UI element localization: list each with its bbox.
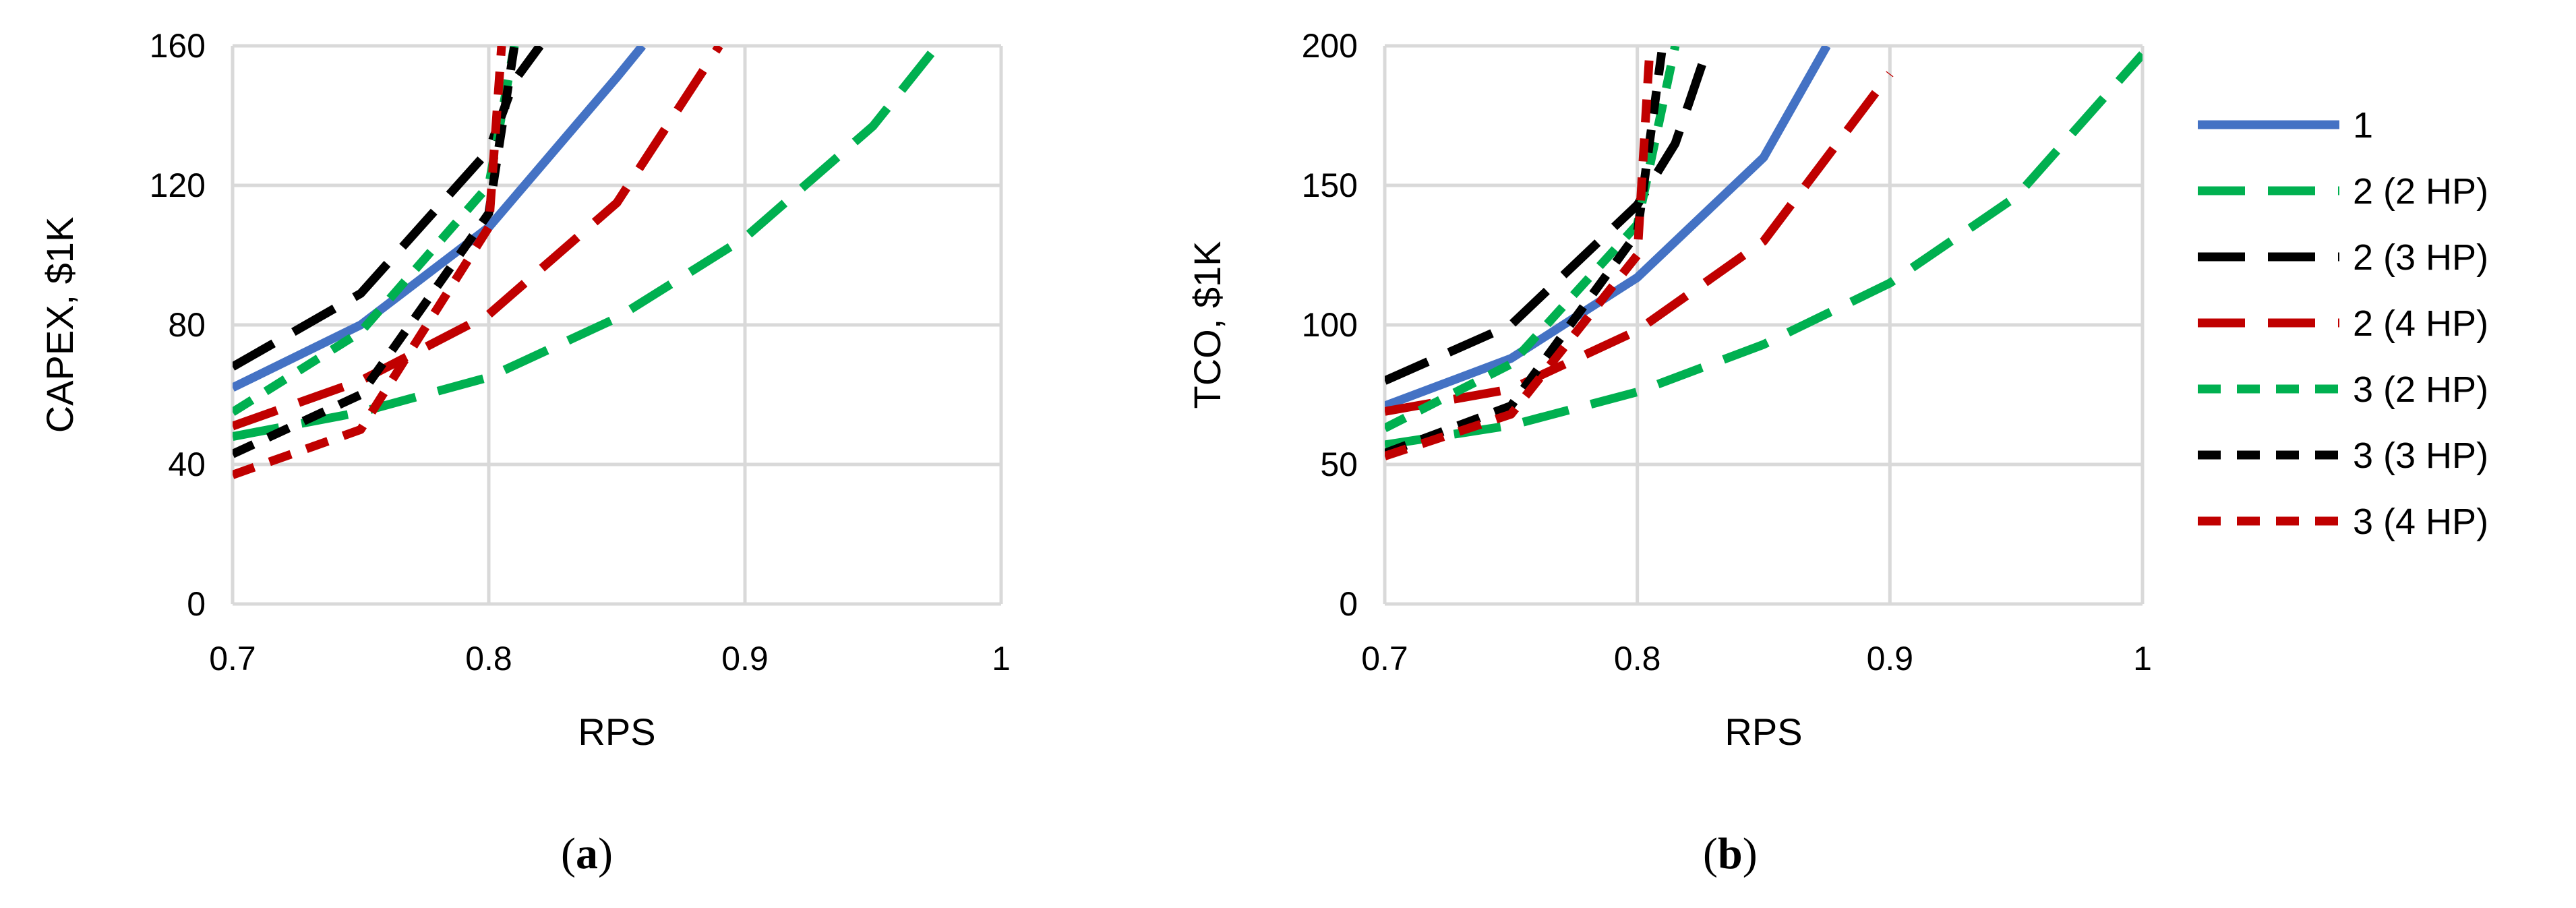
y-axis-title-a: CAPEX, $1K [38,217,81,433]
y-tick-label: 50 [1320,446,1358,483]
y-tick-label: 80 [168,306,206,344]
y-ticks-b: 0 50 100 150 200 [1302,27,1358,623]
grid-a [231,44,1003,606]
series-line [1385,71,1894,416]
panel-label-a: (a) [561,829,613,878]
x-tick-label: 0.8 [465,640,512,677]
y-tick-label: 100 [1302,306,1358,344]
x-ticks-b: 0.7 0.8 0.9 1 [1361,640,2152,677]
series-group-a [233,46,941,479]
panel-label-b: (b) [1703,829,1758,878]
legend-item: 3 (3 HP) [2198,435,2488,476]
series-line [233,46,519,458]
series-line [233,46,506,479]
chart-b: 0 50 100 150 200 0.7 0.8 0.9 1 RPS TCO, $1K (b) [1186,27,2152,878]
y-tick-label: 0 [187,585,206,623]
legend-label: 2 (2 HP) [2353,171,2488,212]
x-tick-label: 0.7 [1361,640,1408,677]
series-line [1385,46,1654,460]
y-tick-label: 120 [150,167,206,204]
series-line [1385,51,2143,450]
legend-item: 2 (2 HP) [2198,171,2488,212]
legend: 1 2 (2 HP) 2 (3 HP) 2 (4 HP) 3 (2 HP) 3 … [2198,105,2488,542]
y-ticks-a: 0 40 80 120 160 [150,27,206,623]
series-line [233,46,544,371]
chart-a: 0 40 80 120 160 0.7 0.8 0.9 1 RPS CAPEX, $1K (a… [38,27,1011,878]
legend-item: 2 (4 HP) [2198,303,2488,344]
legend-item: 3 (2 HP) [2198,369,2488,410]
legend-label: 1 [2353,105,2373,146]
y-axis-title-b: TCO, $1K [1186,241,1228,409]
legend-item: 3 (4 HP) [2198,502,2488,542]
legend-label: 2 (3 HP) [2353,237,2488,278]
y-tick-label: 40 [168,446,206,483]
series-line [1385,46,1680,432]
series-line [233,46,723,431]
x-tick-label: 0.7 [209,640,256,677]
series-line [1385,46,1831,411]
legend-label: 2 (4 HP) [2353,303,2488,344]
x-axis-title-a: RPS [578,710,655,753]
series-line [233,46,941,441]
x-tick-label: 0.8 [1614,640,1661,677]
grid-b [1383,44,2145,606]
x-tick-label: 0.9 [721,640,769,677]
y-tick-label: 0 [1339,585,1358,623]
series-line [1385,46,1667,458]
x-axis-title-b: RPS [1725,710,1802,753]
series-line [1385,46,1713,385]
x-tick-label: 0.9 [1867,640,1914,677]
series-group-b [1385,46,2143,460]
legend-label: 3 (4 HP) [2353,502,2488,542]
series-line [233,46,647,392]
y-tick-label: 160 [150,27,206,65]
x-ticks-a: 0.7 0.8 0.9 1 [209,640,1011,677]
series-line [233,46,519,416]
x-tick-label: 1 [2133,640,2152,677]
legend-item: 2 (3 HP) [2198,237,2488,278]
y-tick-label: 200 [1302,27,1358,65]
legend-item: 1 [2198,105,2373,146]
legend-label: 3 (2 HP) [2353,369,2488,410]
legend-label: 3 (3 HP) [2353,435,2488,476]
x-tick-label: 1 [992,640,1011,677]
y-tick-label: 150 [1302,167,1358,204]
